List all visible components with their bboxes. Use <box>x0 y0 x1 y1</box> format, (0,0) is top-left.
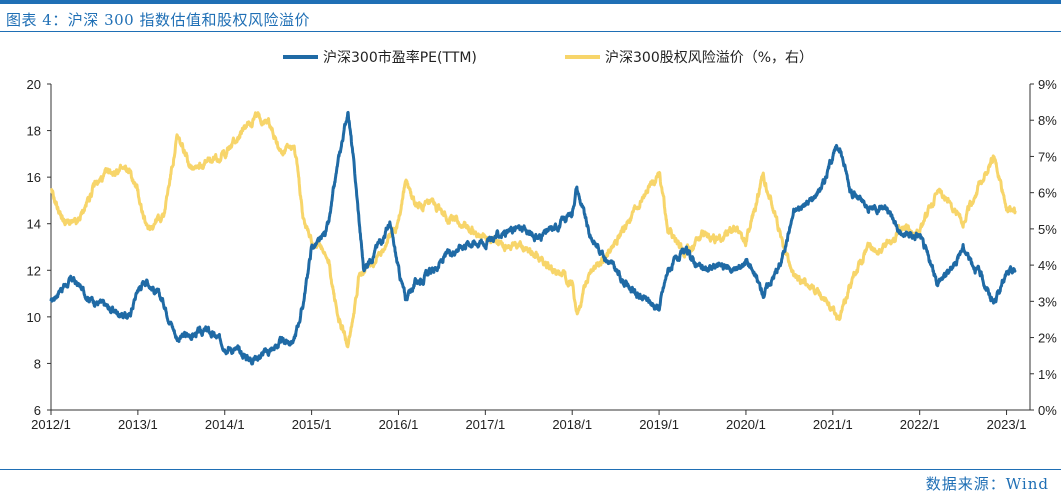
right-tick-label: 1% <box>1038 367 1057 382</box>
x-tick-label: 2023/1 <box>987 417 1027 432</box>
left-tick-label: 12 <box>27 263 41 278</box>
x-tick-label: 2017/1 <box>465 417 505 432</box>
chart-area: 沪深300市盈率PE(TTM) 沪深300股权风险溢价（%，右） 6 8 10 12 1… <box>27 49 1058 432</box>
source-note: 数据来源：Wind <box>925 475 1049 493</box>
series-layer <box>49 110 1017 366</box>
legend: 沪深300市盈率PE(TTM) 沪深300股权风险溢价（%，右） <box>283 49 813 66</box>
legend-label-pe: 沪深300市盈率PE(TTM) <box>323 49 477 66</box>
legend-label-erp: 沪深300股权风险溢价（%，右） <box>605 50 813 66</box>
top-accent-bar <box>0 0 1061 4</box>
x-tick-label: 2016/1 <box>379 417 419 432</box>
footer-divider <box>0 469 1061 470</box>
right-tick-label: 9% <box>1038 77 1057 92</box>
axes: 6 8 10 12 14 16 18 20 0% 1% 2% 3% 4% 5% 6% 7% 8% 9% 2012/1… <box>27 77 1058 432</box>
left-tick-label: 6 <box>34 403 41 418</box>
left-tick-label: 14 <box>27 217 41 232</box>
right-tick-label: 4% <box>1038 258 1057 273</box>
left-tick-label: 10 <box>27 310 41 325</box>
right-tick-label: 6% <box>1038 186 1057 201</box>
right-tick-label: 3% <box>1038 294 1057 309</box>
right-tick-label: 2% <box>1038 331 1057 346</box>
title-divider <box>0 31 1061 32</box>
x-tick-label: 2019/1 <box>639 417 679 432</box>
x-tick-label: 2022/1 <box>900 417 940 432</box>
right-tick-label: 8% <box>1038 113 1057 128</box>
x-tick-label: 2012/1 <box>31 417 71 432</box>
x-tick-label: 2018/1 <box>552 417 592 432</box>
x-tick-label: 2013/1 <box>118 417 158 432</box>
figure-title: 图表 4：沪深 300 指数估值和股权风险溢价 <box>6 11 310 29</box>
series-line-erp <box>49 111 1017 349</box>
left-tick-label: 8 <box>34 356 41 371</box>
x-tick-label: 2014/1 <box>205 417 245 432</box>
x-tick-label: 2021/1 <box>813 417 853 432</box>
x-tick-label: 2020/1 <box>726 417 766 432</box>
left-tick-label: 18 <box>27 124 41 139</box>
right-tick-label: 0% <box>1038 403 1057 418</box>
x-tick-label: 2015/1 <box>292 417 332 432</box>
right-tick-label: 7% <box>1038 149 1057 164</box>
series-line-pe <box>49 110 1017 366</box>
right-tick-label: 5% <box>1038 222 1057 237</box>
left-tick-label: 16 <box>27 170 41 185</box>
left-tick-label: 20 <box>27 77 41 92</box>
